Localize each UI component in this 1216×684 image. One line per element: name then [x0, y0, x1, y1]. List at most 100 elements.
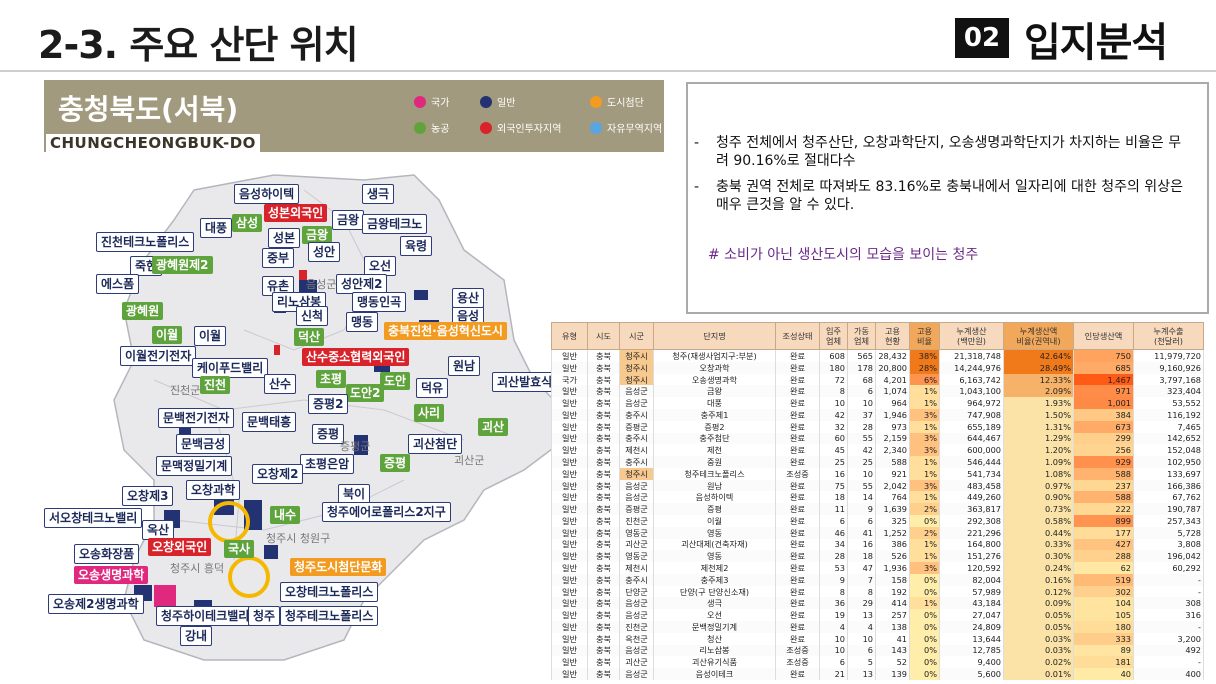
table-cell: 2.09%: [1003, 385, 1074, 398]
table-cell: 18: [847, 550, 876, 563]
table-cell: 오창과학: [653, 361, 776, 374]
table-cell: 4: [819, 621, 848, 633]
legend-dot: [480, 121, 492, 134]
table-cell: 10: [847, 632, 876, 645]
table-cell: 0.09%: [1003, 597, 1074, 610]
summary-box: - 청주 전체에서 청주산단, 오창과학단지, 오송생명과학단지가 차지하는 비율…: [686, 82, 1209, 314]
table-cell: 24,809: [939, 621, 1004, 633]
industrial-complex-map: 충청북도(서북) CHUNGCHEONGBUK-DO 국가 일반 도시첨단 농공…: [44, 80, 664, 684]
complex-label: 옥산: [142, 520, 175, 540]
table-cell: 104: [1073, 597, 1134, 610]
complex-label: 문백금성: [176, 434, 231, 454]
table-cell: 0%: [909, 668, 940, 680]
table-cell: 221,296: [939, 526, 1004, 539]
table-cell: 929: [1073, 456, 1134, 468]
table-cell: 0.24%: [1003, 562, 1074, 574]
table-cell: 충북: [587, 444, 620, 457]
table-header-cell: 누계생산액 비율(권역내): [1003, 322, 1074, 350]
table-cell: 120,592: [939, 562, 1004, 574]
table-cell: 옥천군: [619, 632, 654, 645]
table-cell: 60: [819, 432, 848, 445]
table-cell: 5,728: [1133, 526, 1204, 539]
complex-label: 덕산: [294, 328, 325, 346]
table-cell: 영동군: [619, 550, 654, 563]
table-cell: 414: [875, 597, 910, 610]
table-cell: 116,192: [1133, 408, 1204, 421]
table-cell: -: [1133, 573, 1204, 586]
table-cell: 음성하이텍: [653, 491, 776, 504]
complex-label: 청주하이테크밸리: [156, 606, 255, 626]
table-cell: 중원: [653, 456, 776, 468]
table-cell: 0.03%: [1003, 644, 1074, 657]
table-cell: 문백정밀기계: [653, 621, 776, 633]
table-cell: 323,404: [1133, 385, 1204, 398]
complex-label: 괴산발효식: [492, 372, 558, 392]
table-cell: 음성군: [619, 597, 654, 610]
complex-label: 오창테크노폴리스: [280, 582, 379, 602]
table-cell: 0.30%: [1003, 550, 1074, 563]
table-cell: 16: [819, 467, 848, 480]
table-cell: 1,074: [875, 385, 910, 398]
table-header-cell: 인당생산액: [1073, 322, 1134, 350]
table-cell: 완료: [775, 479, 820, 492]
table-cell: 조성중: [775, 656, 820, 669]
complex-label: 증평: [312, 424, 345, 444]
table-cell: 충주제3: [653, 573, 776, 586]
table-cell: 7,465: [1133, 420, 1204, 433]
table-cell: 음성이테크: [653, 668, 776, 680]
table-cell: 조성중: [775, 644, 820, 657]
table-cell: 충북: [587, 632, 620, 645]
table-cell: 1,639: [875, 503, 910, 515]
table-cell: 충북: [587, 585, 620, 598]
complex-label: 진천: [200, 376, 231, 394]
table-cell: 단양(구 단양신소재): [653, 585, 776, 598]
table-row: 일반 충북 청주시 오창과학 완료 180 178 20,800 28% 14,244,976 28…: [551, 361, 1204, 374]
table-cell: 완료: [775, 515, 820, 527]
table-cell: 190,787: [1133, 503, 1204, 515]
table-cell: 2%: [909, 526, 940, 539]
table-cell: 13,644: [939, 632, 1004, 645]
complex-label: 오창제3: [122, 486, 174, 506]
bullet-text: 충북 권역 전체로 따져봐도 83.16%로 충북내에서 일자리에 대한 청주의…: [716, 179, 1183, 213]
table-cell: 42.64%: [1003, 349, 1074, 362]
table-cell: 9,400: [939, 656, 1004, 669]
table-cell: 일반: [551, 467, 588, 480]
table-cell: 166,386: [1133, 479, 1204, 492]
table-header-cell: 누계생산 (백만원): [939, 322, 1004, 350]
complex-label: 오선: [364, 256, 397, 276]
table-cell: 일반: [551, 361, 588, 374]
table-cell: 588: [1073, 491, 1134, 504]
table-cell: 25: [847, 456, 876, 468]
place-label: 청주시 청원구: [266, 532, 331, 545]
table-cell: 완료: [775, 632, 820, 645]
table-cell: 충북: [587, 573, 620, 586]
table-cell: 89: [1073, 644, 1134, 657]
complex-label: 육령: [400, 236, 433, 256]
table-cell: 964: [875, 397, 910, 409]
summary-bullet-1: - 청주 전체에서 청주산단, 오창과학단지, 오송생명과학단지가 차지하는 비율…: [694, 135, 1182, 169]
table-cell: 386: [875, 538, 910, 551]
table-cell: 256: [1073, 444, 1134, 457]
table-cell: 21: [819, 668, 848, 680]
legend-label: 자유무역지역: [607, 124, 663, 135]
table-cell: 28: [847, 420, 876, 433]
table-cell: 충북: [587, 456, 620, 468]
complex-label: 강내: [180, 626, 213, 646]
table-cell: 180: [819, 361, 848, 374]
complex-label: 에스폼: [96, 274, 140, 294]
table-cell: 143: [875, 644, 910, 657]
table-cell: 영동: [653, 550, 776, 563]
table-cell: -: [1133, 585, 1204, 598]
table-cell: 청주시: [619, 467, 654, 480]
table-cell: 3%: [909, 562, 940, 574]
table-row: 일반 충북 진천군 문백정밀기계 완료 4 4 138 0% 24,809 0.05% 180-: [551, 621, 1204, 633]
legend-dot: [590, 121, 602, 134]
table-cell: 9,160,926: [1133, 361, 1204, 374]
table-cell: 제천제2: [653, 562, 776, 574]
table-cell: 764: [875, 491, 910, 504]
table-cell: 2,159: [875, 432, 910, 445]
table-cell: 47: [847, 562, 876, 574]
complex-label: 오창과학: [186, 480, 241, 500]
table-cell: 1,946: [875, 408, 910, 421]
table-cell: 충북: [587, 467, 620, 480]
